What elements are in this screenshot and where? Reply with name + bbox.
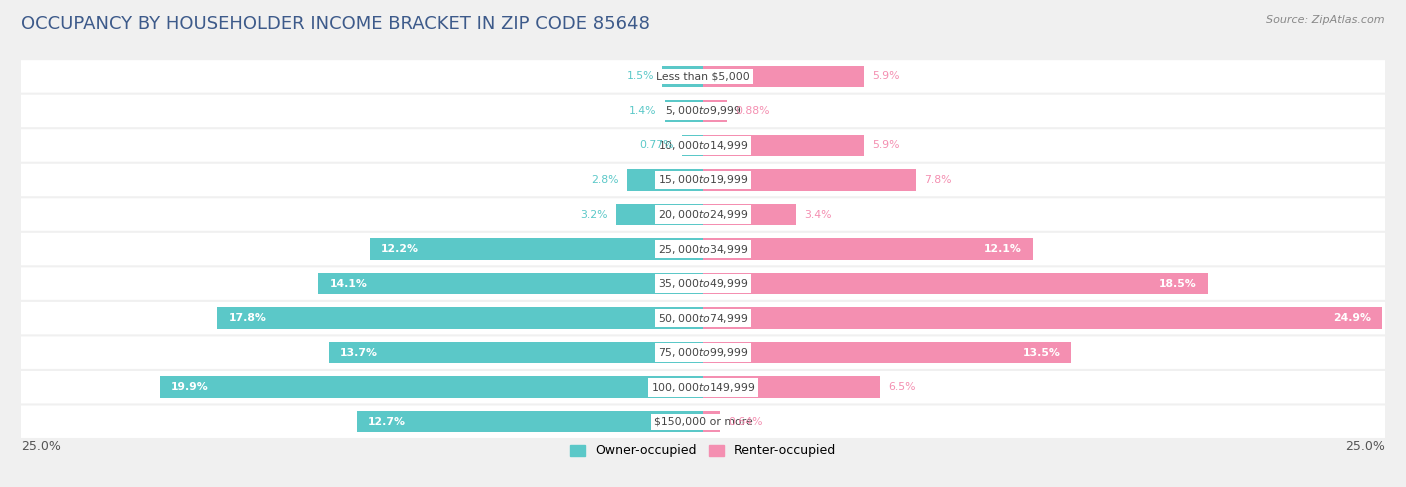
Text: 7.8%: 7.8% <box>924 175 952 185</box>
Text: $100,000 to $149,999: $100,000 to $149,999 <box>651 381 755 393</box>
Bar <box>218 307 703 329</box>
Text: 17.8%: 17.8% <box>228 313 266 323</box>
Bar <box>703 273 1208 294</box>
Bar <box>616 204 703 225</box>
Bar <box>703 307 1382 329</box>
Text: 13.5%: 13.5% <box>1022 348 1060 357</box>
Bar <box>318 273 703 294</box>
Bar <box>703 100 727 122</box>
Bar <box>703 169 915 191</box>
Bar <box>160 376 703 398</box>
Text: 25.0%: 25.0% <box>1346 440 1385 453</box>
FancyBboxPatch shape <box>18 302 1388 335</box>
Text: 5.9%: 5.9% <box>872 140 900 150</box>
Bar <box>662 66 703 87</box>
FancyBboxPatch shape <box>18 406 1388 438</box>
Text: $50,000 to $74,999: $50,000 to $74,999 <box>658 312 748 325</box>
FancyBboxPatch shape <box>18 164 1388 196</box>
Text: 12.1%: 12.1% <box>984 244 1022 254</box>
Text: 3.4%: 3.4% <box>804 209 831 220</box>
Text: OCCUPANCY BY HOUSEHOLDER INCOME BRACKET IN ZIP CODE 85648: OCCUPANCY BY HOUSEHOLDER INCOME BRACKET … <box>21 15 650 33</box>
Text: 25.0%: 25.0% <box>21 440 60 453</box>
Text: 0.64%: 0.64% <box>728 417 763 427</box>
Bar <box>703 238 1033 260</box>
Bar <box>703 411 720 432</box>
FancyBboxPatch shape <box>18 233 1388 265</box>
FancyBboxPatch shape <box>18 267 1388 300</box>
Text: Less than $5,000: Less than $5,000 <box>657 72 749 81</box>
FancyBboxPatch shape <box>18 129 1388 162</box>
Bar <box>627 169 703 191</box>
Text: 0.88%: 0.88% <box>735 106 769 116</box>
FancyBboxPatch shape <box>18 94 1388 127</box>
Text: 12.2%: 12.2% <box>381 244 419 254</box>
Text: 24.9%: 24.9% <box>1333 313 1371 323</box>
Bar <box>329 342 703 363</box>
Text: $10,000 to $14,999: $10,000 to $14,999 <box>658 139 748 152</box>
Text: 1.4%: 1.4% <box>628 106 657 116</box>
FancyBboxPatch shape <box>18 371 1388 403</box>
Text: 2.8%: 2.8% <box>591 175 619 185</box>
Bar <box>370 238 703 260</box>
Text: $75,000 to $99,999: $75,000 to $99,999 <box>658 346 748 359</box>
Text: 19.9%: 19.9% <box>172 382 209 392</box>
Bar <box>703 376 880 398</box>
Text: $15,000 to $19,999: $15,000 to $19,999 <box>658 173 748 187</box>
Text: 13.7%: 13.7% <box>340 348 378 357</box>
Text: 5.9%: 5.9% <box>872 72 900 81</box>
FancyBboxPatch shape <box>18 60 1388 93</box>
Text: 0.77%: 0.77% <box>640 140 673 150</box>
Bar <box>703 66 863 87</box>
Text: 1.5%: 1.5% <box>627 72 654 81</box>
Text: 3.2%: 3.2% <box>581 209 607 220</box>
Text: $5,000 to $9,999: $5,000 to $9,999 <box>665 104 741 117</box>
Text: $35,000 to $49,999: $35,000 to $49,999 <box>658 277 748 290</box>
Text: 12.7%: 12.7% <box>367 417 405 427</box>
FancyBboxPatch shape <box>18 337 1388 369</box>
Text: 6.5%: 6.5% <box>889 382 915 392</box>
Bar <box>682 135 703 156</box>
FancyBboxPatch shape <box>18 198 1388 231</box>
Text: $20,000 to $24,999: $20,000 to $24,999 <box>658 208 748 221</box>
Text: Source: ZipAtlas.com: Source: ZipAtlas.com <box>1267 15 1385 25</box>
Text: 14.1%: 14.1% <box>329 279 367 289</box>
Legend: Owner-occupied, Renter-occupied: Owner-occupied, Renter-occupied <box>565 439 841 463</box>
Bar <box>703 204 796 225</box>
Bar <box>357 411 703 432</box>
Text: 18.5%: 18.5% <box>1159 279 1197 289</box>
Bar <box>665 100 703 122</box>
Bar <box>703 342 1071 363</box>
Bar <box>703 135 863 156</box>
Text: $150,000 or more: $150,000 or more <box>654 417 752 427</box>
Text: $25,000 to $34,999: $25,000 to $34,999 <box>658 243 748 256</box>
